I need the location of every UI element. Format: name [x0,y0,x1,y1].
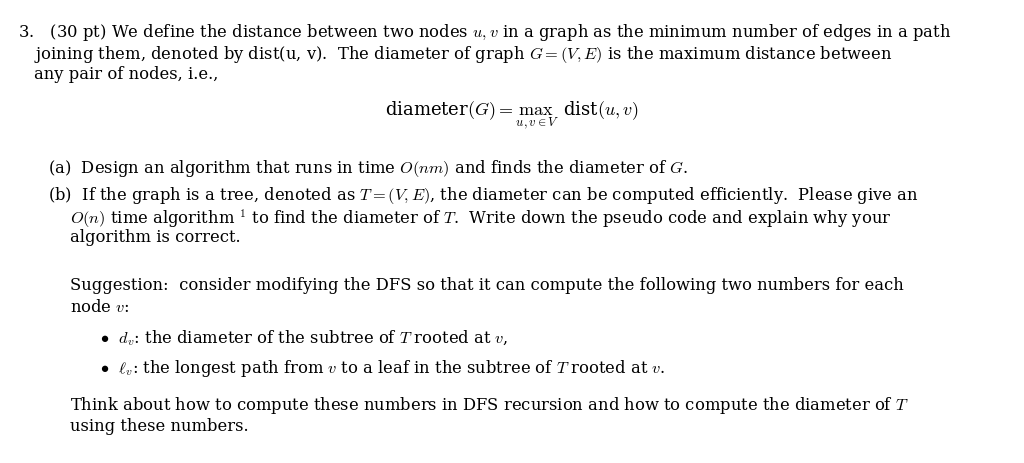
Text: (b)  If the graph is a tree, denoted as $T = (V, E)$, the diameter can be comput: (b) If the graph is a tree, denoted as $… [48,185,919,206]
Text: algorithm is correct.: algorithm is correct. [70,229,241,245]
Text: $\bullet$  $d_v$: the diameter of the subtree of $T$ rooted at $v$,: $\bullet$ $d_v$: the diameter of the sub… [100,327,509,347]
Text: $\bullet$  $\ell_v$: the longest path from $v$ to a leaf in the subtree of $T$ r: $\bullet$ $\ell_v$: the longest path fro… [100,357,666,378]
Text: joining them, denoted by dist(u, v).  The diameter of graph $G = (V, E)$ is the : joining them, denoted by dist(u, v). The… [34,44,892,65]
Text: Suggestion:  consider modifying the DFS so that it can compute the following two: Suggestion: consider modifying the DFS s… [70,276,904,294]
Text: node $v$:: node $v$: [70,298,130,315]
Text: Think about how to compute these numbers in DFS recursion and how to compute the: Think about how to compute these numbers… [70,394,908,415]
Text: 3. (30 pt) We define the distance between two nodes $u, v$ in a graph as the min: 3. (30 pt) We define the distance betwee… [18,22,951,43]
Text: any pair of nodes, i.e.,: any pair of nodes, i.e., [34,66,218,83]
Text: $O(n)$ time algorithm $^1$ to find the diameter of $T$.  Write down the pseudo c: $O(n)$ time algorithm $^1$ to find the d… [70,206,892,229]
Text: using these numbers.: using these numbers. [70,417,249,434]
Text: diameter$(G) = \underset{u,v\in V}{\max}\,$ dist$(u, v)$: diameter$(G) = \underset{u,v\in V}{\max}… [385,100,639,132]
Text: (a)  Design an algorithm that runs in time $O(nm)$ and finds the diameter of $G$: (a) Design an algorithm that runs in tim… [48,158,688,179]
